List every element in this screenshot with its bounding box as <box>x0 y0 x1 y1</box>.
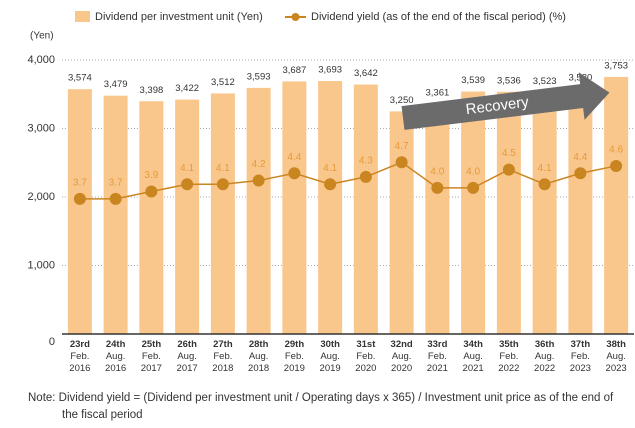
yield-value-label: 3.7 <box>109 177 123 188</box>
chart: (Yen) Dividend per investment unit (Yen)… <box>27 11 634 374</box>
y-tick-label: 0 <box>49 336 55 348</box>
bar <box>461 91 486 335</box>
bar-value-label: 3,422 <box>175 83 199 94</box>
yield-value-label: 4.4 <box>287 152 301 163</box>
x-tick-label: 34th Aug. 2021 <box>463 339 484 374</box>
x-tick-label: 33rd Feb. 2021 <box>427 339 448 374</box>
bar <box>568 88 593 335</box>
x-tick-label: 24th Aug. 2016 <box>105 339 126 374</box>
arrow-shape <box>401 72 610 130</box>
yield-value-label: 4.7 <box>395 141 409 152</box>
x-tick-label: 31st Feb. 2020 <box>355 339 376 374</box>
bar-value-label: 3,693 <box>318 65 342 76</box>
yield-value-label: 4.1 <box>538 163 552 174</box>
yield-marker <box>538 178 551 191</box>
bar <box>139 101 164 334</box>
bar <box>246 87 271 334</box>
bar <box>318 81 343 334</box>
x-tick-label: 29th Feb. 2019 <box>284 339 305 374</box>
yield-value-label: 4.5 <box>502 148 516 159</box>
x-tick-label: 35th Feb. 2022 <box>498 339 519 374</box>
bar <box>532 92 557 334</box>
yield-marker <box>73 192 86 205</box>
yield-marker <box>502 163 515 176</box>
x-tick-label: 36th Aug. 2022 <box>534 339 555 374</box>
legend-swatch <box>291 13 300 21</box>
x-tick-label: 32nd Aug. 2020 <box>391 339 413 374</box>
bar <box>282 81 307 335</box>
yield-marker <box>252 174 265 187</box>
bar <box>67 89 92 334</box>
yield-value-label: 4.2 <box>252 159 266 170</box>
y-axis-label: (Yen) <box>30 31 54 42</box>
yield-marker <box>431 181 444 194</box>
bar-value-label: 3,593 <box>247 71 271 82</box>
legend-label: Dividend yield (as of the end of the fis… <box>311 11 566 23</box>
yield-value-label: 4.1 <box>323 163 337 174</box>
bar-value-label: 3,574 <box>68 73 92 84</box>
x-tick-label: 27th Feb. 2018 <box>212 339 233 374</box>
annotation-arrow: Recovery <box>401 72 610 130</box>
note: Note: Dividend yield = (Dividend per inv… <box>28 392 614 421</box>
yield-value-label: 4.0 <box>430 167 444 178</box>
bar <box>496 91 521 334</box>
bar <box>353 84 378 334</box>
bar <box>175 99 200 334</box>
bar-value-label: 3,536 <box>497 75 521 86</box>
yield-value-label: 4.3 <box>359 156 373 167</box>
bar <box>389 111 414 334</box>
x-tick-label: 23rd Feb. 2016 <box>69 339 90 374</box>
yield-marker <box>395 156 408 169</box>
bar-value-label: 3,523 <box>533 76 557 87</box>
yield-marker <box>288 167 301 180</box>
yield-value-label: 4.6 <box>609 145 623 156</box>
yield-marker <box>181 178 194 191</box>
x-tick-label: 25th Feb. 2017 <box>141 339 162 374</box>
y-tick-label: 2,000 <box>27 191 55 203</box>
x-tick-label: 30th Aug. 2019 <box>320 339 341 374</box>
yield-marker <box>324 178 337 191</box>
bar-value-label: 3,642 <box>354 68 378 79</box>
bar <box>604 76 629 335</box>
yield-value-label: 4.4 <box>573 152 587 163</box>
bar <box>425 103 450 334</box>
yield-marker <box>216 178 229 191</box>
bar-value-label: 3,361 <box>425 87 449 98</box>
yield-marker <box>145 185 158 198</box>
yield-value-label: 4.1 <box>216 163 230 174</box>
yield-value-label: 3.9 <box>144 170 158 181</box>
yield-marker <box>359 170 372 183</box>
legend: Dividend per investment unit (Yen) Divide… <box>75 11 566 23</box>
bar <box>103 95 128 334</box>
legend-label: Dividend per investment unit (Yen) <box>95 11 263 23</box>
bar-value-label: 3,479 <box>104 79 128 90</box>
bar-value-label: 3,687 <box>282 65 306 76</box>
x-tick-label: 37th Feb. 2023 <box>570 339 591 374</box>
legend-swatch <box>75 11 90 22</box>
y-tick-label: 1,000 <box>27 259 55 271</box>
yield-value-label: 4.1 <box>180 163 194 174</box>
x-tick-label: 38th Aug. 2023 <box>606 339 627 374</box>
bar <box>210 93 235 334</box>
y-tick-label: 3,000 <box>27 122 55 134</box>
yield-value-label: 3.7 <box>73 177 87 188</box>
x-tick-label: 28th Aug. 2018 <box>248 339 269 374</box>
bar-value-label: 3,398 <box>139 85 163 96</box>
x-tick-label: 26th Aug. 2017 <box>177 339 198 374</box>
bar-value-label: 3,512 <box>211 77 235 88</box>
yield-marker <box>610 159 623 172</box>
yield-marker <box>467 181 480 194</box>
yield-line <box>79 161 617 200</box>
y-tick-label: 4,000 <box>27 54 55 66</box>
yield-value-label: 4.0 <box>466 167 480 178</box>
yield-marker <box>574 167 587 180</box>
bar-value-label: 3,250 <box>390 95 414 106</box>
bar-value-label: 3,539 <box>461 75 485 86</box>
yield-marker <box>109 192 122 205</box>
bar-value-label: 3,753 <box>604 60 628 71</box>
